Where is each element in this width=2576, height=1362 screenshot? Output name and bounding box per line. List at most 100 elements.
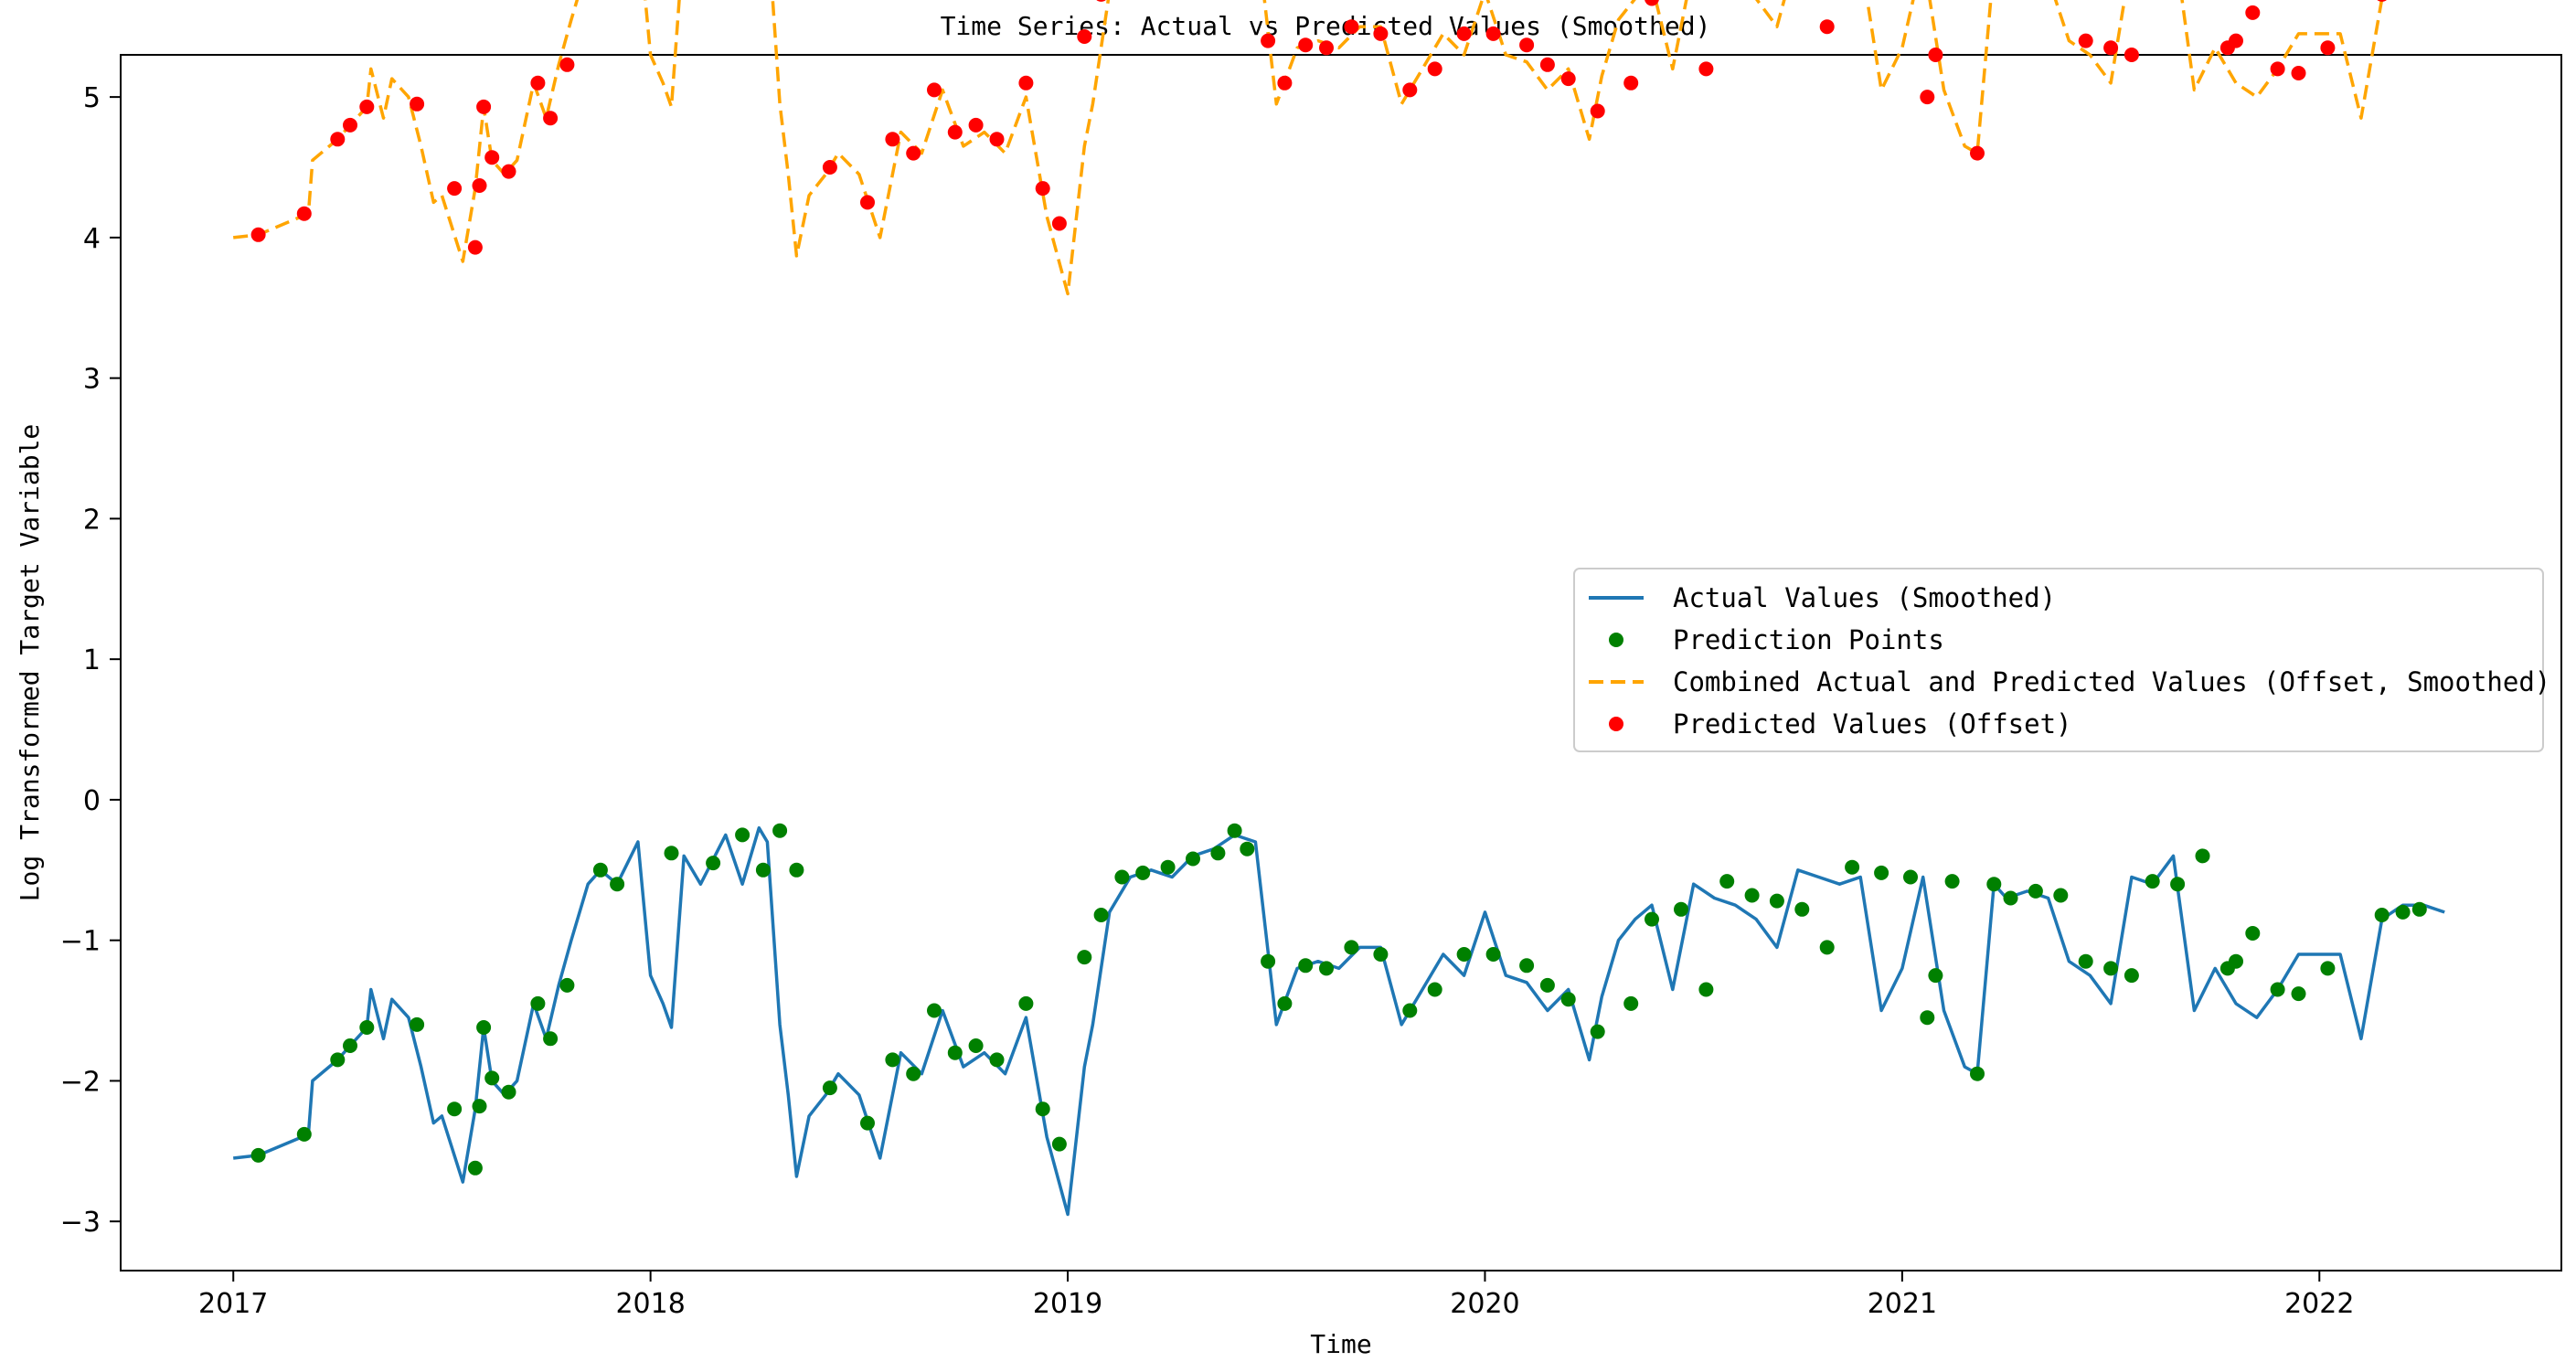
prediction-point xyxy=(2103,961,2119,976)
prediction-point xyxy=(1277,995,1293,1011)
prediction-point xyxy=(1344,940,1359,955)
predicted-offset-point xyxy=(1018,75,1034,90)
prediction-point xyxy=(1093,908,1109,922)
prediction-point xyxy=(610,877,625,892)
prediction-point xyxy=(1077,950,1092,965)
prediction-point xyxy=(343,1038,357,1053)
prediction-point xyxy=(2053,888,2069,903)
predicted-offset-point xyxy=(2229,33,2243,48)
predicted-offset-point xyxy=(2103,40,2119,56)
prediction-point xyxy=(2320,961,2336,976)
prediction-point xyxy=(1623,995,1639,1011)
predicted-offset-point xyxy=(1519,37,1535,53)
legend-label-prediction-points: Prediction Points xyxy=(1673,624,1944,655)
prediction-point xyxy=(592,862,608,878)
prediction-point xyxy=(467,1160,483,1176)
prediction-point xyxy=(484,1070,500,1086)
prediction-point xyxy=(664,846,679,861)
y-axis-label: Log Transformed Target Variable xyxy=(15,424,45,902)
prediction-point xyxy=(447,1101,463,1117)
legend-label-actual: Actual Values (Smoothed) xyxy=(1673,582,2056,613)
predicted-offset-point xyxy=(906,145,921,161)
predicted-offset-point xyxy=(1319,40,1334,56)
prediction-point xyxy=(1769,893,1784,909)
prediction-point xyxy=(1928,968,1943,984)
prediction-point xyxy=(359,1020,375,1035)
prediction-point xyxy=(1114,869,1130,885)
prediction-point xyxy=(250,1147,266,1163)
series-line-actual xyxy=(233,825,2445,1217)
predicted-offset-point xyxy=(1539,57,1555,72)
x-tick-label: 2019 xyxy=(1033,1288,1102,1320)
predicted-offset-point xyxy=(1456,26,1472,41)
predicted-offset-point xyxy=(467,239,483,255)
prediction-point xyxy=(1456,947,1472,962)
predicted-offset-point xyxy=(543,111,559,126)
predicted-offset-point xyxy=(330,132,346,147)
prediction-point xyxy=(1744,888,1760,903)
prediction-point xyxy=(1970,1066,1985,1081)
predicted-offset-point xyxy=(530,75,546,90)
x-tick-label: 2018 xyxy=(615,1288,685,1320)
prediction-point xyxy=(1261,953,1276,969)
prediction-point xyxy=(543,1031,559,1047)
prediction-point xyxy=(1819,940,1835,955)
predicted-offset-point xyxy=(1970,145,1985,161)
predicted-offset-point xyxy=(447,181,463,197)
predicted-offset-point xyxy=(1623,75,1639,90)
predicted-offset-point xyxy=(1920,90,1935,105)
prediction-point xyxy=(968,1038,984,1053)
prediction-point xyxy=(2374,908,2390,922)
prediction-point xyxy=(2245,926,2261,941)
y-axis: −3 −2 −1 0 1 2 3 4 5 xyxy=(60,82,121,1239)
prediction-point xyxy=(1298,958,1314,974)
predicted-offset-point xyxy=(947,124,963,140)
plot-frame xyxy=(120,54,2562,1272)
y-tick-label: 4 xyxy=(83,223,101,255)
prediction-point xyxy=(2395,904,2411,920)
predicted-offset-point xyxy=(410,96,425,112)
legend-swatch-prediction-points xyxy=(1609,633,1623,647)
prediction-point xyxy=(1373,947,1389,962)
y-tick-label: 3 xyxy=(83,364,101,396)
prediction-point xyxy=(1427,982,1442,997)
y-tick-label: 1 xyxy=(83,644,101,676)
predicted-offset-point xyxy=(2245,5,2261,20)
prediction-point xyxy=(755,862,771,878)
legend: Actual Values (Smoothed) Prediction Poin… xyxy=(1573,568,2550,752)
prediction-point xyxy=(1920,1010,1935,1026)
predicted-offset-point xyxy=(501,164,516,179)
predicted-offset-point xyxy=(472,178,487,193)
prediction-point xyxy=(410,1016,425,1032)
prediction-point xyxy=(1874,865,1889,880)
prediction-point xyxy=(772,823,788,838)
legend-swatch-predicted-offset xyxy=(1609,717,1623,731)
prediction-point xyxy=(2124,968,2139,984)
predicted-offset-point xyxy=(1485,26,1501,41)
prediction-point xyxy=(1944,874,1960,889)
plot-area xyxy=(233,0,2445,1217)
prediction-point xyxy=(789,862,804,878)
y-tick-label: 2 xyxy=(83,504,101,536)
predicted-offset-point xyxy=(2320,40,2336,56)
prediction-point xyxy=(2170,877,2186,892)
prediction-point xyxy=(2270,982,2285,997)
prediction-point xyxy=(735,827,750,843)
legend-label-combined: Combined Actual and Predicted Values (Of… xyxy=(1673,666,2550,697)
predicted-offset-point xyxy=(1819,19,1835,35)
predicted-offset-point xyxy=(927,82,942,98)
legend-label-predicted-offset: Predicted Values (Offset) xyxy=(1673,708,2072,740)
prediction-point xyxy=(472,1099,487,1114)
prediction-point xyxy=(2003,890,2018,906)
prediction-point xyxy=(330,1052,346,1068)
prediction-point xyxy=(1485,947,1501,962)
prediction-point xyxy=(2078,953,2093,969)
predicted-offset-point xyxy=(1051,216,1067,231)
prediction-point xyxy=(476,1020,492,1035)
prediction-point xyxy=(885,1052,900,1068)
prediction-point xyxy=(989,1052,1005,1068)
prediction-point xyxy=(1035,1101,1050,1117)
prediction-point xyxy=(906,1066,921,1081)
x-tick-label: 2020 xyxy=(1450,1288,1519,1320)
